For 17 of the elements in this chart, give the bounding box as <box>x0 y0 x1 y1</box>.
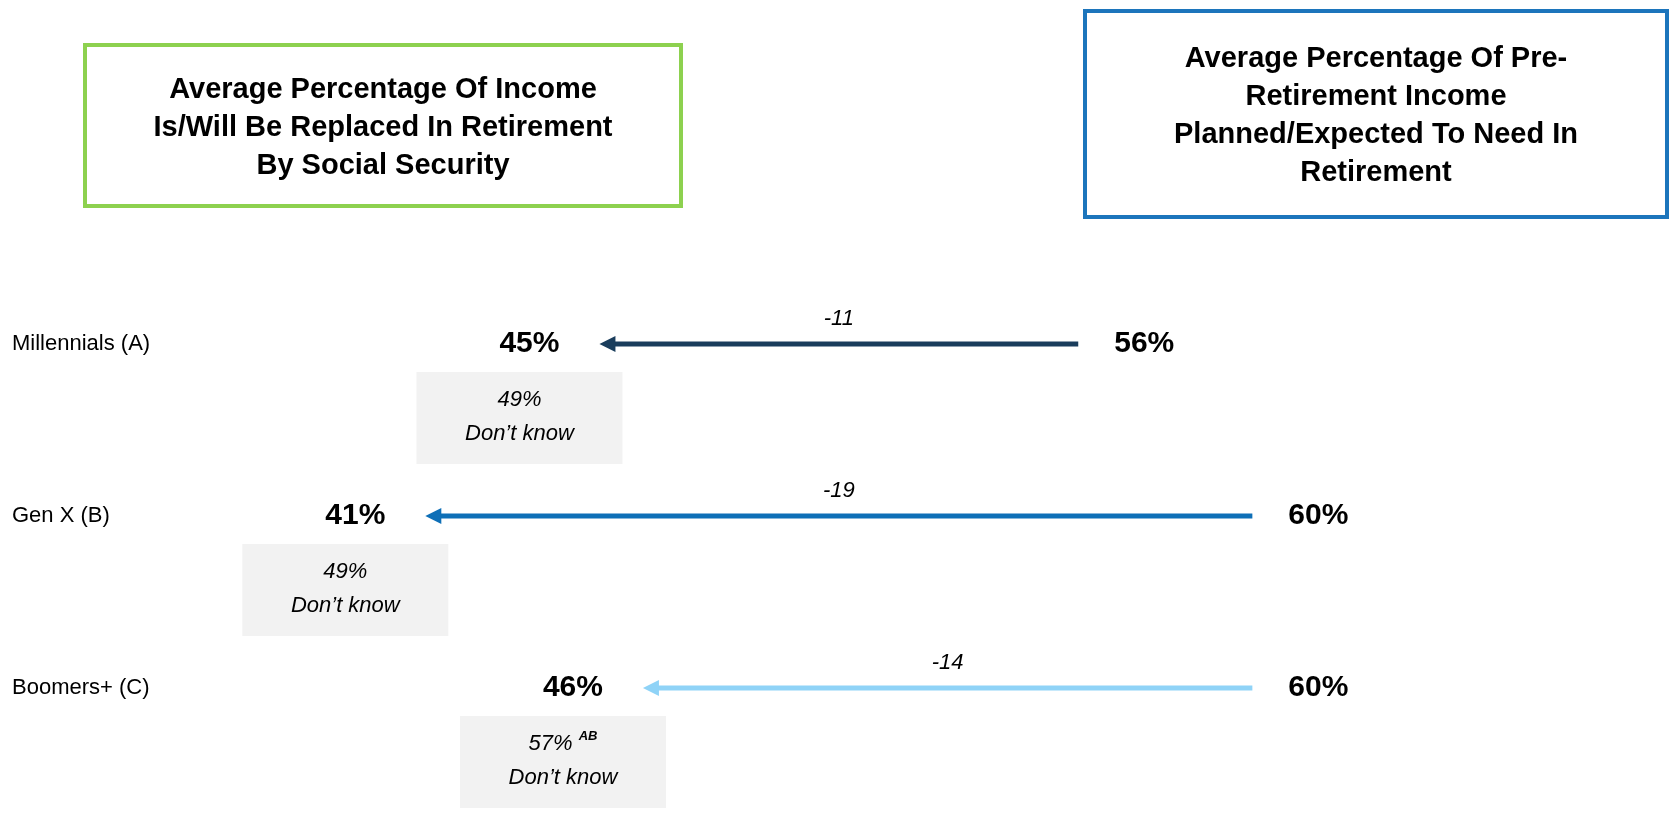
data-label: 46% <box>542 669 603 703</box>
data-label: 41% <box>325 497 386 531</box>
text: -19 <box>822 477 855 503</box>
text: Average Percentage Of Pre-Retirement Income Planned/Expected To Need In Retirement <box>1083 9 1669 219</box>
text: -14 <box>931 649 964 675</box>
text: 57% AB Don’t know <box>508 727 618 790</box>
data-label: 56% <box>1114 325 1175 359</box>
category-label: Boomers+ (C) <box>12 674 150 700</box>
category-label: Gen X (B) <box>12 502 110 528</box>
data-label: 60% <box>1288 497 1349 531</box>
text: Average Percentage Of Income Is/Will Be Replaced In Retirement By Social Security <box>83 43 683 208</box>
data-label: 60% <box>1288 669 1349 703</box>
text: 49% Don’t know <box>465 386 576 446</box>
category-label: Millennials (A) <box>12 330 151 356</box>
text: -11 <box>823 305 854 331</box>
text: 49% Don’t know <box>290 558 402 618</box>
data-label: 45% <box>499 325 560 359</box>
